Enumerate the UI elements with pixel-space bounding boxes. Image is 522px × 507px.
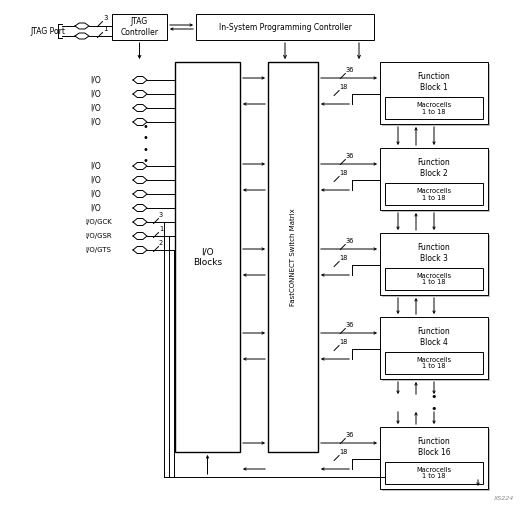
Text: Function
Block 1: Function Block 1 <box>418 73 450 92</box>
Text: I/O: I/O <box>90 175 101 185</box>
Text: Function
Block 2: Function Block 2 <box>418 158 450 177</box>
Text: I/O: I/O <box>90 203 101 212</box>
Text: Macrocells
1 to 18: Macrocells 1 to 18 <box>417 356 452 370</box>
Text: Macrocells
1 to 18: Macrocells 1 to 18 <box>417 188 452 200</box>
Text: I/O/GTS: I/O/GTS <box>85 247 111 253</box>
Bar <box>382 235 490 297</box>
Text: 1: 1 <box>159 226 163 232</box>
Text: Macrocells
1 to 18: Macrocells 1 to 18 <box>417 272 452 285</box>
Text: I/O/GSR: I/O/GSR <box>85 233 112 239</box>
Bar <box>382 150 490 212</box>
Text: XS224: XS224 <box>494 496 514 501</box>
Text: 36: 36 <box>346 153 354 159</box>
Text: 3: 3 <box>103 15 108 21</box>
Text: •
•
•
•: • • • • <box>142 122 148 166</box>
Text: 36: 36 <box>346 238 354 244</box>
Text: 36: 36 <box>346 432 354 438</box>
Bar <box>385 183 483 205</box>
Bar <box>196 14 374 40</box>
Text: 18: 18 <box>340 170 348 176</box>
Text: 18: 18 <box>340 255 348 261</box>
Text: FastCONNECT Switch Matrix: FastCONNECT Switch Matrix <box>290 208 296 306</box>
Text: I/O
Blocks: I/O Blocks <box>193 247 222 267</box>
Text: JTAG Port: JTAG Port <box>30 26 65 35</box>
Text: I/O: I/O <box>90 103 101 113</box>
Text: Macrocells
1 to 18: Macrocells 1 to 18 <box>417 101 452 115</box>
Text: Function
Block 4: Function Block 4 <box>418 328 450 347</box>
Text: •
•: • • <box>431 392 437 414</box>
Bar <box>380 317 488 379</box>
Text: 36: 36 <box>346 67 354 73</box>
Text: 2: 2 <box>159 240 163 246</box>
Text: Macrocells
1 to 18: Macrocells 1 to 18 <box>417 466 452 480</box>
Text: 3: 3 <box>159 212 163 218</box>
Text: Function
Block 16: Function Block 16 <box>418 438 450 457</box>
Text: 36: 36 <box>346 322 354 328</box>
Bar <box>380 233 488 295</box>
Text: I/O: I/O <box>90 118 101 127</box>
Text: I/O: I/O <box>90 90 101 98</box>
Bar <box>112 14 167 40</box>
Text: In-System Programming Controller: In-System Programming Controller <box>219 22 351 31</box>
Text: 18: 18 <box>340 449 348 455</box>
Bar <box>385 352 483 374</box>
Text: 18: 18 <box>340 84 348 90</box>
Bar <box>382 319 490 381</box>
Text: I/O: I/O <box>90 162 101 170</box>
Text: I/O: I/O <box>90 76 101 85</box>
Bar <box>268 62 318 452</box>
Text: Function
Block 3: Function Block 3 <box>418 243 450 263</box>
Bar <box>175 62 240 452</box>
Text: I/O/GCK: I/O/GCK <box>85 219 112 225</box>
Text: JTAG
Controller: JTAG Controller <box>121 17 159 37</box>
Bar <box>385 268 483 290</box>
Text: I/O: I/O <box>90 190 101 199</box>
Text: 1: 1 <box>103 26 108 32</box>
Bar <box>382 64 490 126</box>
Bar <box>385 97 483 119</box>
Bar <box>382 429 490 491</box>
Bar <box>380 62 488 124</box>
Bar <box>385 462 483 484</box>
Bar <box>380 427 488 489</box>
Text: 18: 18 <box>340 339 348 345</box>
Bar <box>380 148 488 210</box>
